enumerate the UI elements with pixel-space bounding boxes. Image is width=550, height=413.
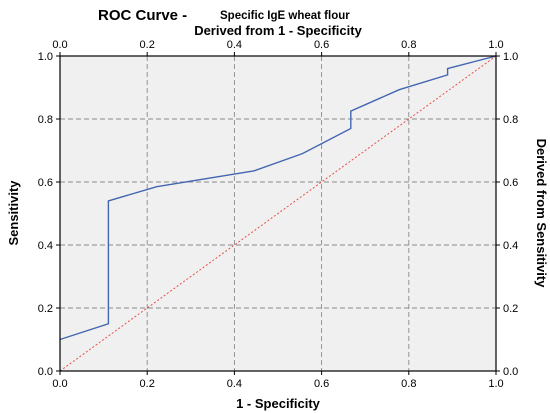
plot-frame <box>59 55 497 372</box>
y-tick-label: 0.6 <box>38 177 53 189</box>
x2-tick-label: 0.4 <box>227 39 242 51</box>
x2-tick-label: 0.6 <box>314 39 329 51</box>
grid-lines <box>60 56 496 371</box>
y-axis-title: Sensitivity <box>6 180 21 246</box>
x2-tick-label: 0.2 <box>140 39 155 51</box>
plot-marks <box>59 55 497 372</box>
x-tick-label: 0.6 <box>314 378 329 390</box>
y-tick-label: 0.4 <box>38 240 53 252</box>
chart-subtitle: Specific IgE wheat flour <box>220 10 350 22</box>
x-tick-label: 0.8 <box>401 378 416 390</box>
right-axis-title: Derived from Sensitivity <box>534 139 549 289</box>
x2-tick-label: 1.0 <box>488 39 503 51</box>
y2-tick-label: 0.8 <box>503 114 518 126</box>
tick-labels: 0.00.00.20.20.40.40.60.60.80.81.01.00.0 0… <box>38 39 519 390</box>
y2-tick-label: 0.0 <box>503 366 518 378</box>
reference-line <box>59 55 497 372</box>
x-tick-label: 0.2 <box>140 378 155 390</box>
x2-tick-label: 0.0 <box>52 39 67 51</box>
x2-tick-label: 0.8 <box>401 39 416 51</box>
chart-title: ROC Curve - <box>98 7 187 24</box>
roc-curve-line <box>59 55 497 341</box>
y2-tick-label: 0.2 <box>503 303 518 315</box>
x-tick-label: 1.0 <box>488 378 503 390</box>
y2-tick-label: 1.0 <box>503 51 518 63</box>
x-axis-title: 1 - Specificity <box>236 396 321 411</box>
x-tick-label: 0.4 <box>227 378 242 390</box>
y-tick-label: 1.0 <box>38 51 53 63</box>
y-tick-label: 0.0 <box>38 366 53 378</box>
y2-tick-label: 0.6 <box>503 177 518 189</box>
y-tick-label: 0.2 <box>38 303 53 315</box>
top-axis-title: Derived from 1 - Specificity <box>194 23 362 38</box>
y2-tick-label: 0.4 <box>503 240 518 252</box>
y-tick-label: 0.8 <box>38 114 53 126</box>
x-tick-label: 0.0 <box>52 378 67 390</box>
